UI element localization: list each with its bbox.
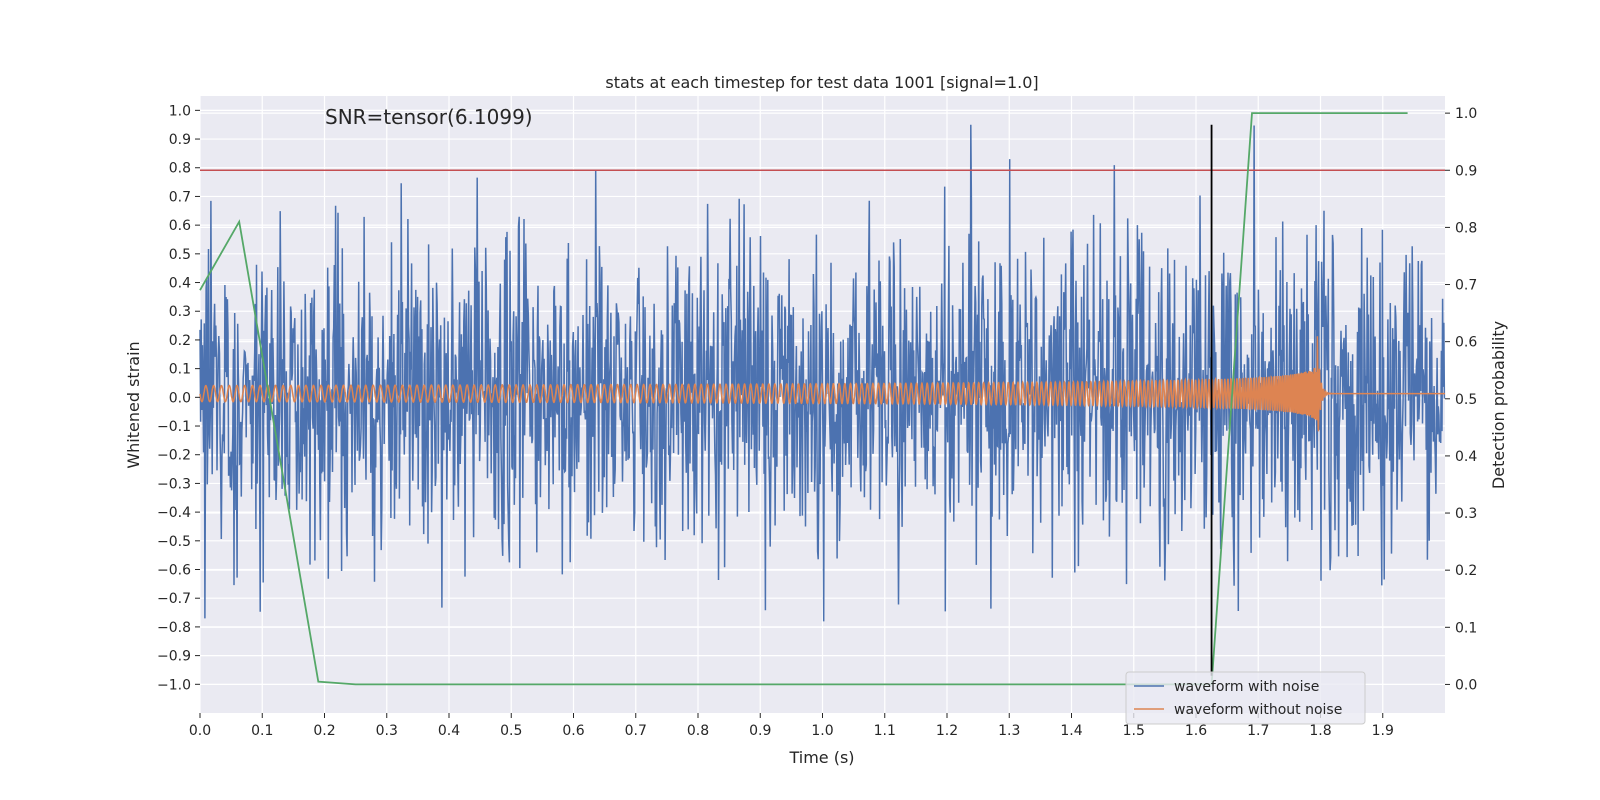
y-tick-label: −0.1 xyxy=(157,419,191,435)
y-tick-label: 0.2 xyxy=(169,333,191,349)
ticks: 0.0 0.1 0.2 0.3 0.4 0.5 0.6 0.7 0.8 0.9 1.0 1.1 1.2 1… xyxy=(157,103,1477,739)
legend-label-clean: waveform without noise xyxy=(1174,702,1342,718)
y-tick-label: −0.4 xyxy=(157,505,191,521)
y-tick-label: 1.0 xyxy=(169,103,191,119)
x-tick-label: 0.0 xyxy=(189,723,211,739)
y-tick-label: 0.9 xyxy=(169,132,191,148)
y-tick-label: 0.5 xyxy=(169,247,191,263)
x-axis-label: Time (s) xyxy=(788,748,854,767)
y2-tick-label: 0.7 xyxy=(1455,278,1477,294)
y2-tick-label: 0.2 xyxy=(1455,563,1477,579)
x-tick-label: 0.6 xyxy=(562,723,584,739)
y-tick-label: −1.0 xyxy=(157,677,191,693)
x-tick-label: 1.2 xyxy=(936,723,958,739)
x-tick-label: 1.8 xyxy=(1309,723,1331,739)
x-tick-label: 0.8 xyxy=(687,723,709,739)
x-tick-label: 0.9 xyxy=(749,723,771,739)
x-tick-label: 1.9 xyxy=(1372,723,1394,739)
x-tick-label: 0.2 xyxy=(313,723,335,739)
y-tick-label: −0.8 xyxy=(157,620,191,636)
y-tick-label: 0.6 xyxy=(169,218,191,234)
x-tick-label: 1.4 xyxy=(1060,723,1082,739)
series-waveform-without-noise xyxy=(199,336,1445,432)
x-tick-label: 1.6 xyxy=(1185,723,1207,739)
x-tick-label: 1.3 xyxy=(998,723,1020,739)
x-tick-label: 1.1 xyxy=(874,723,896,739)
x-tick-label: 0.7 xyxy=(625,723,647,739)
x-tick-label: 0.1 xyxy=(251,723,273,739)
y-tick-label: −0.6 xyxy=(157,563,191,579)
x-tick-label: 1.0 xyxy=(811,723,833,739)
y2-tick-label: 0.8 xyxy=(1455,220,1477,236)
series-detection-probability xyxy=(199,112,1408,686)
legend: waveform with noise waveform without noi… xyxy=(1125,671,1366,725)
y-tick-label: 0.7 xyxy=(169,189,191,205)
x-tick-label: 0.5 xyxy=(500,723,522,739)
snr-annotation: SNR=tensor(6.1099) xyxy=(325,105,533,129)
y-tick-label: 0.8 xyxy=(169,161,191,177)
y-tick-label: −0.7 xyxy=(157,591,191,607)
y-tick-label: −0.2 xyxy=(157,448,191,464)
y-tick-label: 0.0 xyxy=(169,390,191,406)
y2-tick-label: 0.9 xyxy=(1455,163,1477,179)
y-tick-label: −0.5 xyxy=(157,534,191,550)
x-tick-label: 0.3 xyxy=(376,723,398,739)
x-tick-label: 1.5 xyxy=(1123,723,1145,739)
y2-tick-label: 1.0 xyxy=(1455,106,1477,122)
series-waveform-with-noise xyxy=(199,124,1446,622)
y-tick-label: −0.9 xyxy=(157,649,191,665)
y2-tick-label: 0.1 xyxy=(1455,620,1477,636)
y-tick-label: 0.1 xyxy=(169,362,191,378)
series-layer xyxy=(199,112,1446,686)
legend-label-noise: waveform with noise xyxy=(1174,679,1319,695)
y-tick-label: 0.3 xyxy=(169,304,191,320)
y-tick-label: 0.4 xyxy=(169,276,191,292)
y-tick-label: −0.3 xyxy=(157,476,191,492)
y2-axis-label: Detection probability xyxy=(1489,321,1508,489)
x-tick-label: 0.4 xyxy=(438,723,460,739)
y-axis-label: Whitened strain xyxy=(124,341,143,468)
y2-tick-label: 0.0 xyxy=(1455,677,1477,693)
y2-tick-label: 0.5 xyxy=(1455,392,1477,408)
y2-tick-label: 0.3 xyxy=(1455,506,1477,522)
y2-tick-label: 0.4 xyxy=(1455,449,1477,465)
legend-box xyxy=(1125,671,1366,725)
y2-tick-label: 0.6 xyxy=(1455,335,1477,351)
chart-title: stats at each timestep for test data 100… xyxy=(605,73,1038,92)
x-tick-label: 1.7 xyxy=(1247,723,1269,739)
